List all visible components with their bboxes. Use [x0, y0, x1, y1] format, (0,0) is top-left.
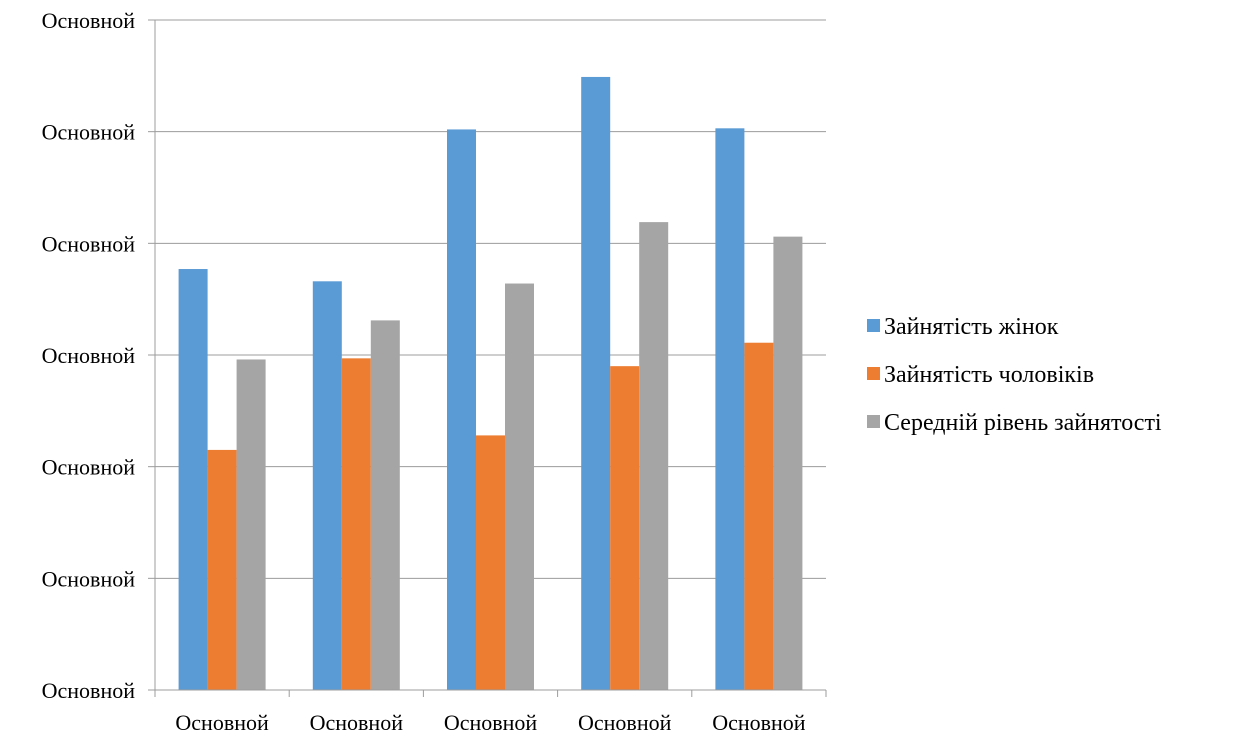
legend-swatch [867, 367, 880, 380]
axes [148, 19, 827, 697]
gridlines [155, 19, 826, 579]
legend: Зайнятість жінок Зайнятість чоловіків Сере… [867, 314, 1162, 436]
bar [207, 449, 237, 690]
x-tick-label: Основной [175, 710, 269, 735]
x-tick-label: Основной [578, 710, 672, 735]
legend-label: Середній рівень зайнятості [884, 410, 1162, 436]
y-tick-label: Основной [42, 678, 136, 703]
bar [178, 269, 208, 690]
y-axis-tick-labels: Основной Основной Основной Основной Основной… [42, 8, 136, 703]
bar [581, 76, 611, 690]
bar [610, 366, 640, 690]
bar [312, 281, 342, 690]
y-tick-label: Основной [42, 231, 136, 256]
x-tick-label: Основной [444, 710, 538, 735]
y-tick-label: Основной [42, 455, 136, 480]
bar [715, 128, 745, 691]
bar [773, 236, 803, 690]
y-tick-label: Основной [42, 343, 136, 368]
legend-label: Зайнятість жінок [884, 314, 1059, 340]
x-axis-tick-labels: Основной Основной Основной Основной Основной [175, 710, 805, 735]
legend-swatch [867, 415, 880, 428]
x-tick-label: Основной [310, 710, 404, 735]
bar [505, 283, 534, 690]
y-tick-label: Основной [42, 8, 136, 33]
bar [447, 129, 476, 690]
legend-label: Зайнятість чоловіків [884, 362, 1094, 388]
bar [341, 358, 371, 690]
legend-swatch [867, 319, 880, 332]
y-tick-label: Основной [42, 120, 136, 145]
bars [178, 76, 803, 691]
y-tick-label: Основной [42, 566, 136, 591]
bar [639, 222, 669, 690]
x-tick-label: Основной [712, 710, 806, 735]
bar [476, 435, 505, 690]
bar [236, 359, 266, 690]
bar [744, 342, 774, 690]
bar [370, 320, 400, 690]
